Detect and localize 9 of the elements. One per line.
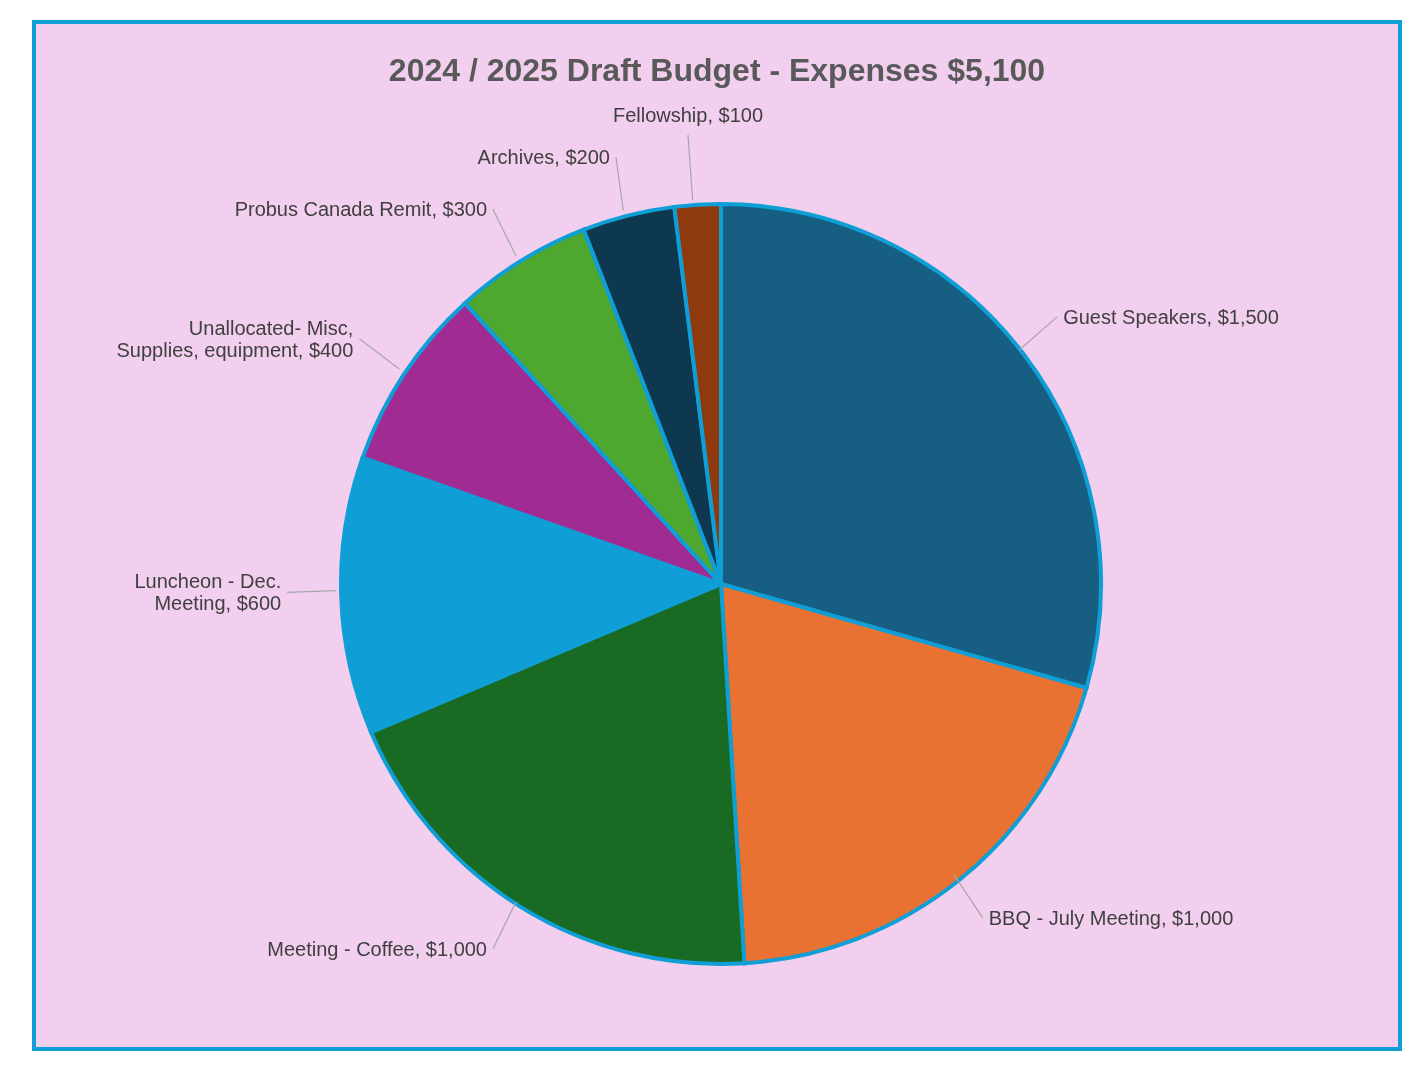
slice-label: Archives, $200 [476, 146, 610, 169]
slice-label: Fellowship, $100 [611, 103, 765, 126]
slice-label: Unallocated- Misc, Supplies, equipment, $400 [115, 316, 354, 361]
slice-label: Guest Speakers, $1,500 [1063, 305, 1280, 328]
slice-label: Meeting - Coffee, $1,000 [266, 937, 487, 960]
slice-label: BBQ - July Meeting, $1,000 [988, 906, 1235, 929]
slice-label: Probus Canada Remit, $300 [233, 198, 487, 221]
slice-label: Luncheon - Dec. Meeting, $600 [133, 570, 282, 615]
chart-title: 2024 / 2025 Draft Budget - Expenses $5,100 [387, 52, 1047, 89]
